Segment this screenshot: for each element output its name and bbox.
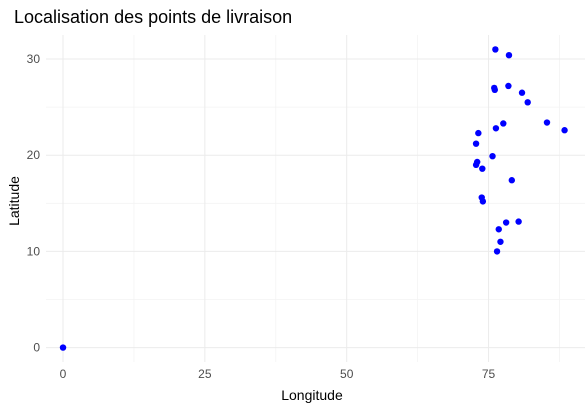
data-point bbox=[500, 120, 507, 127]
x-axis-label: Longitude bbox=[281, 387, 343, 403]
data-point bbox=[518, 89, 526, 96]
data-point bbox=[491, 86, 498, 94]
grid bbox=[46, 35, 585, 362]
data-point bbox=[492, 125, 500, 132]
data-point bbox=[472, 161, 480, 169]
data-point bbox=[472, 140, 480, 147]
data-point bbox=[497, 238, 504, 245]
data-point bbox=[524, 99, 531, 106]
data-point bbox=[489, 152, 496, 160]
data-point bbox=[502, 219, 510, 226]
data-point bbox=[492, 46, 499, 53]
tick-labels: 0 25 50 75 0 10 20 30 bbox=[27, 52, 496, 381]
y-tick-label: 30 bbox=[27, 52, 41, 66]
x-tick-label: 0 bbox=[60, 367, 67, 381]
data-point bbox=[59, 344, 67, 351]
x-tick-label: 50 bbox=[340, 367, 354, 381]
data-point bbox=[515, 218, 522, 225]
data-point bbox=[508, 177, 516, 184]
chart-title: Localisation des points de livraison bbox=[14, 7, 292, 27]
data-point bbox=[479, 165, 486, 172]
x-tick-label: 75 bbox=[482, 367, 496, 381]
data-point bbox=[505, 82, 512, 90]
x-tick-label: 25 bbox=[198, 367, 212, 381]
y-tick-label: 20 bbox=[27, 148, 41, 162]
data-points bbox=[59, 46, 568, 351]
data-point bbox=[561, 127, 568, 134]
data-point bbox=[495, 226, 502, 233]
data-point bbox=[543, 119, 551, 126]
data-point bbox=[475, 129, 482, 137]
data-point bbox=[493, 248, 501, 255]
data-point bbox=[479, 198, 487, 205]
y-tick-label: 10 bbox=[27, 244, 41, 258]
y-tick-label: 0 bbox=[33, 341, 40, 355]
data-point bbox=[505, 51, 513, 59]
y-axis-label: Latitude bbox=[6, 176, 22, 226]
